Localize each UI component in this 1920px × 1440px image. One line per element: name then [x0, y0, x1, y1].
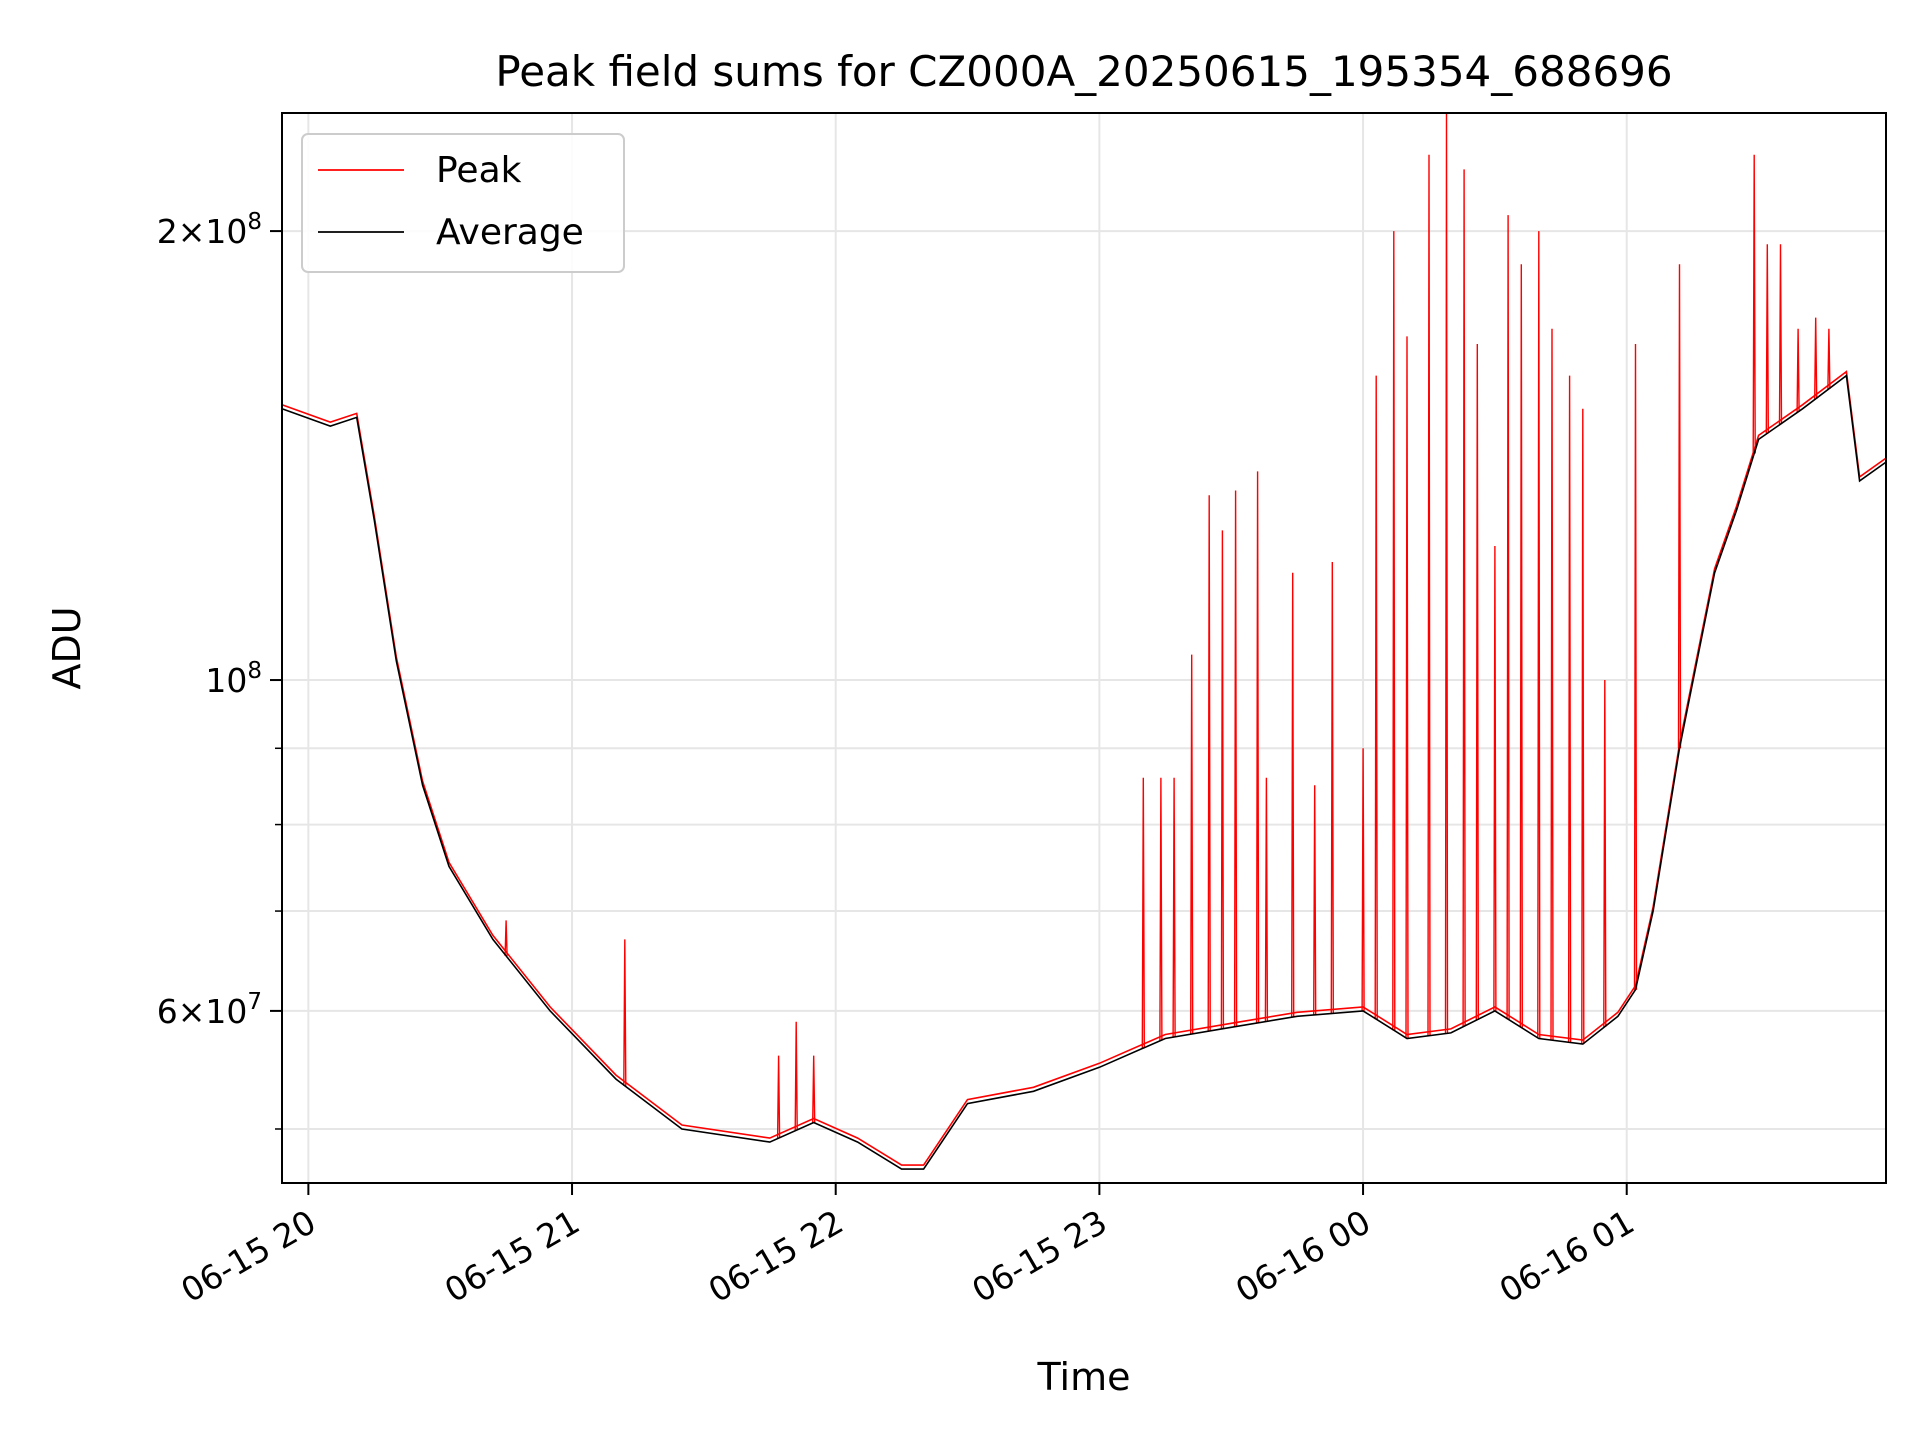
peak-spike: [1172, 777, 1176, 1038]
y-tick-label: 108: [205, 658, 262, 700]
peak-spike: [1444, 112, 1449, 1034]
peak-spike: [1361, 748, 1365, 1011]
grid-lines: [282, 113, 1886, 1183]
peak-spike: [1392, 231, 1396, 1031]
y-axis-label: ADU: [45, 606, 89, 689]
peak-spike: [1141, 777, 1146, 1049]
peak-spike: [1189, 654, 1194, 1035]
peak-spike: [1405, 336, 1409, 1039]
series-average-line: [281, 374, 1887, 1170]
peak-spike: [1778, 244, 1783, 425]
peak-spike: [1462, 169, 1466, 1027]
peak-spike: [794, 1021, 798, 1131]
legend: Peak Average: [301, 133, 625, 273]
peak-spike: [1374, 375, 1378, 1020]
peak-spike: [1233, 490, 1238, 1027]
peak-spike: [1255, 471, 1260, 1023]
peak-spike: [1752, 154, 1756, 454]
peak-spike: [1633, 343, 1638, 990]
peak-spike: [1677, 264, 1682, 749]
x-tick-label: 06-15 20: [174, 1202, 322, 1310]
peak-spike: [1427, 154, 1431, 1036]
peak-spike: [1814, 317, 1818, 399]
peak-spike: [1330, 561, 1335, 1014]
y-tick-label: 6×107: [157, 989, 262, 1031]
legend-label-peak: Peak: [436, 150, 522, 191]
peak-spike: [1827, 328, 1831, 389]
peak-spike: [1796, 328, 1800, 412]
x-tick-label: 06-16 00: [1229, 1202, 1377, 1310]
series-peak-baseline: [281, 370, 1887, 1166]
peak-spike: [504, 920, 508, 956]
legend-box: [301, 133, 625, 273]
peak-spike: [1290, 572, 1295, 1018]
peak-spike: [1765, 244, 1770, 434]
peak-spike: [776, 1055, 781, 1139]
x-tick-label: 06-15 21: [438, 1202, 586, 1310]
x-axis-label: Time: [1037, 1355, 1131, 1399]
peak-spike: [1207, 495, 1211, 1032]
legend-label-average: Average: [436, 212, 584, 253]
peak-spike: [1493, 545, 1497, 1011]
peak-spike: [1567, 375, 1572, 1043]
peak-spike: [1159, 777, 1163, 1041]
axes: 06-15 20 06-15 21 06-15 22 06-15 23 06-16 00…: [157, 209, 1641, 1310]
peak-spike: [623, 939, 627, 1086]
plot-area-frame: [281, 112, 1887, 1184]
peak-spike: [1312, 785, 1317, 1015]
peak-spike: [1603, 679, 1607, 1027]
peak-spike: [1264, 777, 1269, 1022]
peak-spike: [1220, 530, 1225, 1029]
x-tick-label: 06-15 22: [702, 1202, 850, 1310]
peak-spike: [1550, 328, 1554, 1041]
peak-spike: [812, 1055, 816, 1123]
peak-spike: [1581, 408, 1585, 1045]
x-tick-label: 06-15 23: [965, 1202, 1113, 1310]
x-tick-label: 06-16 01: [1493, 1202, 1641, 1310]
peak-spike: [1506, 215, 1510, 1020]
peak-spike: [1475, 343, 1480, 1020]
series-layer: [281, 112, 1887, 1170]
y-tick-label: 2×108: [157, 209, 262, 251]
chart-title: Peak field sums for CZ000A_20250615_1953…: [495, 47, 1672, 96]
peak-spike: [1519, 264, 1524, 1028]
peak-spike: [1537, 231, 1541, 1039]
